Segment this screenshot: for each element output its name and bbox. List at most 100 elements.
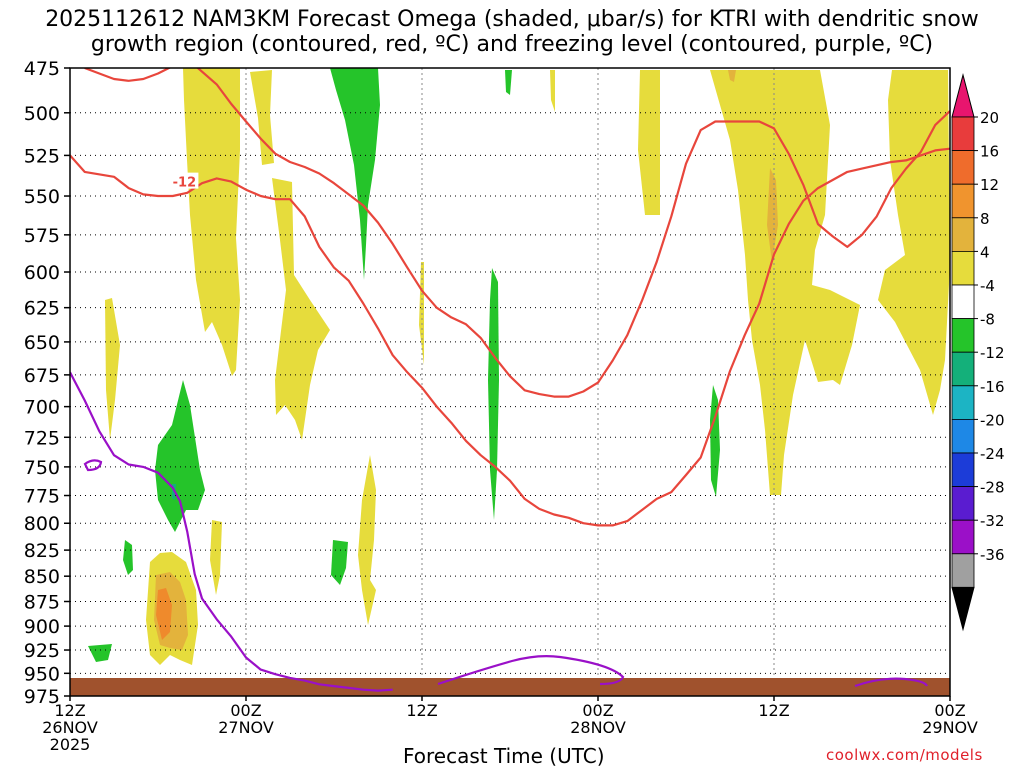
chart-title-line1: 2025112612 NAM3KM Forecast Omega (shaded… — [45, 7, 979, 32]
x-tick-label: 00Z — [934, 701, 965, 720]
colorbar-label: -12 — [980, 344, 1005, 362]
colorbar-segment — [951, 519, 975, 555]
colorbar-segment — [951, 452, 975, 487]
x-tick-label: 12Z — [54, 701, 85, 720]
colorbar-label: 16 — [980, 143, 999, 161]
y-tick-label: 625 — [24, 298, 60, 320]
x-axis-label: Forecast Time (UTC) — [403, 744, 605, 768]
y-tick-label: 950 — [24, 663, 60, 685]
y-tick-label: 500 — [24, 103, 60, 125]
y-tick-label: 600 — [24, 262, 60, 284]
x-tick-label: 12Z — [406, 701, 437, 720]
colorbar-segment — [951, 418, 975, 454]
y-axis: 475 500 525 550 575 600 625 650 675 700 725 750 775 8… — [24, 58, 70, 708]
colorbar-arrow-bottom — [951, 586, 975, 632]
y-tick-label: 650 — [24, 332, 60, 354]
colorbar-segment — [951, 351, 975, 387]
omega-shading — [88, 68, 950, 665]
colorbar-segment — [951, 250, 975, 286]
y-tick-label: 875 — [24, 591, 60, 613]
x-tick-label: 29NOV — [922, 718, 978, 737]
contour-label: -12 — [173, 176, 197, 191]
colorbar-segment — [951, 318, 975, 353]
colorbar-segment — [951, 183, 975, 219]
x-tick-label: 12Z — [758, 701, 789, 720]
site-credit: coolwx.com/models — [826, 746, 983, 764]
y-tick-label: 575 — [24, 225, 60, 247]
colorbar-label: 8 — [980, 210, 990, 228]
colorbar-label: -8 — [980, 311, 995, 329]
freezing-level-contour — [854, 677, 929, 688]
colorbar-label: -4 — [980, 277, 995, 295]
omega-region — [272, 178, 330, 440]
plot-frame — [69, 67, 951, 697]
freezing-level-contour — [70, 371, 393, 692]
colorbar-label: -16 — [980, 378, 1005, 396]
terrain-band — [70, 678, 950, 696]
y-tick-label: 725 — [24, 427, 60, 449]
colorbar-label: 20 — [980, 109, 999, 127]
colorbar-label: -32 — [980, 512, 1005, 530]
colorbar-label: -20 — [980, 411, 1005, 429]
colorbar-label: -28 — [980, 479, 1005, 497]
chart-title-line2: growth region (contoured, red, ºC) and f… — [90, 32, 934, 57]
colorbar-segment — [951, 385, 975, 420]
omega-region — [123, 540, 133, 575]
contour-label-bg — [170, 172, 199, 189]
y-tick-label: 675 — [24, 365, 60, 387]
y-tick-label: 700 — [24, 397, 60, 419]
colorbar-segment — [951, 150, 975, 185]
omega-region — [210, 520, 222, 595]
omega-region — [88, 644, 112, 662]
omega-region — [331, 540, 348, 585]
y-tick-label: 525 — [24, 145, 60, 167]
omega-region — [728, 70, 736, 82]
colorbar-segment — [951, 217, 975, 252]
colorbar-label: 12 — [980, 176, 999, 194]
freezing-level-contour — [437, 655, 625, 686]
omega-region — [330, 68, 380, 280]
colorbar-label: 4 — [980, 243, 990, 261]
y-tick-label: 925 — [24, 640, 60, 662]
x-tick-label: 28NOV — [570, 718, 626, 737]
omega-region — [638, 70, 660, 215]
colorbar: 20 16 12 8 4 -4 -8 -12 -16 -20 -24 -28 -32 -36 — [951, 73, 1005, 632]
omega-region — [183, 68, 240, 376]
y-tick-label: 550 — [24, 186, 60, 208]
colorbar-label: -24 — [980, 445, 1005, 463]
omega-region — [767, 168, 778, 262]
y-tick-label: 900 — [24, 616, 60, 638]
colorbar-segment — [951, 284, 975, 319]
y-tick-label: 825 — [24, 540, 60, 562]
omega-region — [710, 385, 720, 497]
omega-region — [105, 298, 120, 440]
x-tick-label: 00Z — [230, 701, 261, 720]
x-tick-label: 27NOV — [218, 718, 274, 737]
colorbar-segment — [951, 486, 975, 521]
omega-region — [550, 70, 555, 112]
x-tick-label: 00Z — [582, 701, 613, 720]
colorbar-label: -36 — [980, 546, 1005, 564]
colorbar-arrow-top — [951, 73, 975, 118]
y-tick-label: 750 — [24, 457, 60, 479]
freezing-level-contour — [83, 459, 103, 472]
omega-region — [358, 455, 376, 625]
omega-region — [155, 380, 205, 532]
dgz-contour — [70, 147, 950, 527]
x-tick-label: 2025 — [50, 735, 91, 754]
y-tick-label: 850 — [24, 566, 60, 588]
y-tick-label: 975 — [24, 686, 60, 708]
omega-region — [878, 70, 950, 415]
y-tick-label: 775 — [24, 486, 60, 508]
omega-region — [505, 70, 512, 95]
omega-region — [250, 70, 274, 165]
colorbar-segment — [951, 553, 975, 588]
colorbar-segment — [951, 116, 975, 151]
omega-region — [710, 70, 860, 495]
dgz-contour — [84, 68, 950, 398]
omega-region — [488, 268, 499, 520]
y-tick-label: 800 — [24, 513, 60, 535]
y-tick-label: 475 — [24, 58, 60, 80]
